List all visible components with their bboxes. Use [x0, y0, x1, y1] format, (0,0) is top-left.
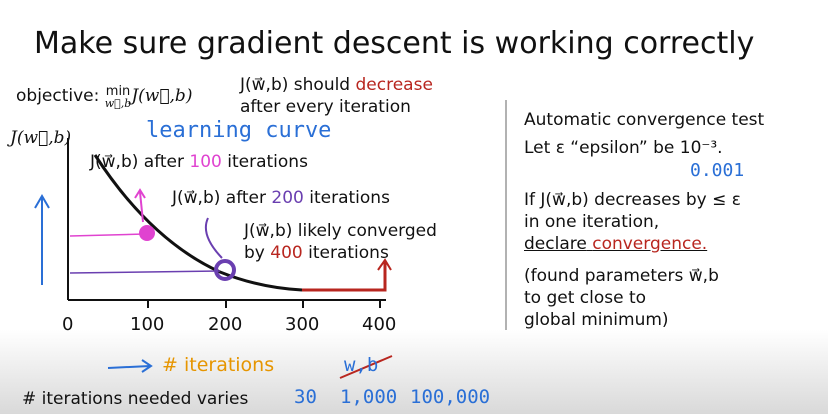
video-shade: [0, 330, 828, 414]
ann-prefix: J(w⃗,b) after: [172, 188, 266, 208]
flat-segment: [302, 262, 387, 292]
learning-curve: [93, 154, 303, 292]
min-subscript: w⃗,b: [104, 97, 132, 110]
epsilon-line: Let ε “epsilon” be 10⁻³.: [524, 138, 723, 158]
x-tick-label: 200: [208, 314, 243, 335]
objective-label: objective:: [16, 86, 100, 106]
ann-number: 200: [271, 188, 304, 208]
paren-line: (found parameters w⃗,b: [524, 266, 719, 286]
handwritten-title: learning curve: [146, 118, 332, 143]
x-tick-label: 300: [285, 314, 320, 335]
red-arrow: [377, 258, 392, 271]
annotation: J(w⃗,b) after 100 iterations: [90, 152, 308, 172]
x-tick-label: 100: [130, 314, 165, 335]
rule-line: If J(w⃗,b) decreases by ≤ ε: [524, 190, 741, 210]
right-heading: Automatic convergence test: [524, 110, 765, 130]
rule-declare: declare convergence.: [524, 234, 707, 254]
annotation: J(w⃗,b) likely converged by 400 iteration…: [244, 220, 437, 264]
paren-line: to get close to: [524, 288, 647, 308]
x-ticks: [147, 300, 381, 308]
ann-suffix: iterations: [309, 188, 390, 208]
title: Make sure gradient descent is working co…: [34, 26, 755, 61]
pink-level: [69, 233, 146, 237]
right-arrow: [107, 359, 153, 373]
purple-level: [69, 270, 221, 274]
purple-point: [214, 259, 236, 281]
annotation: J(w⃗,b) after 200 iterations: [172, 188, 390, 208]
ann-number: 400: [270, 243, 303, 263]
ann-suffix: iterations: [308, 243, 389, 263]
x-tick-label: 0: [62, 314, 74, 335]
paren-line: global minimum): [524, 310, 669, 330]
note-suffix: after every iteration: [240, 97, 411, 117]
ann-prefix: J(w⃗,b) after: [90, 152, 184, 172]
ann-line: J(w⃗,b) likely converged: [244, 221, 437, 241]
ann-number: 100: [189, 152, 222, 172]
note-highlight: decrease: [355, 75, 433, 95]
purple-arrow: [204, 217, 223, 259]
down-arrow: [34, 194, 50, 285]
footer-example: 100,000: [410, 386, 491, 408]
objective: objective: min w⃗,bJ(w⃗,b): [16, 84, 193, 110]
note-prefix: J(w⃗,b) should: [240, 75, 351, 95]
x-label: # iterations: [162, 354, 275, 376]
footer-example: 30: [294, 386, 317, 408]
y-label: J(w⃗,b): [10, 128, 72, 148]
epsilon-handwritten: 0.001: [690, 160, 745, 181]
rule-line: in one iteration,: [524, 212, 660, 232]
pink-arrow: [134, 188, 146, 223]
objective-function: J(w⃗,b): [131, 86, 193, 106]
min-word: min: [105, 84, 131, 99]
note: J(w⃗,b) should decrease after every iter…: [240, 74, 433, 118]
x-tick-label: 400: [362, 314, 397, 335]
crossed-out: w,b: [344, 354, 379, 376]
min: min w⃗,b: [104, 84, 132, 110]
ann-prefix: by: [244, 243, 265, 263]
footer-text: # iterations needed varies: [22, 389, 249, 409]
footer-example: 1,000: [340, 386, 398, 408]
rule-prefix: declare: [524, 234, 587, 254]
strike: [339, 355, 393, 379]
rule-highlight: convergence.: [592, 234, 708, 254]
pink-point: [139, 225, 155, 241]
ann-suffix: iterations: [227, 152, 308, 172]
